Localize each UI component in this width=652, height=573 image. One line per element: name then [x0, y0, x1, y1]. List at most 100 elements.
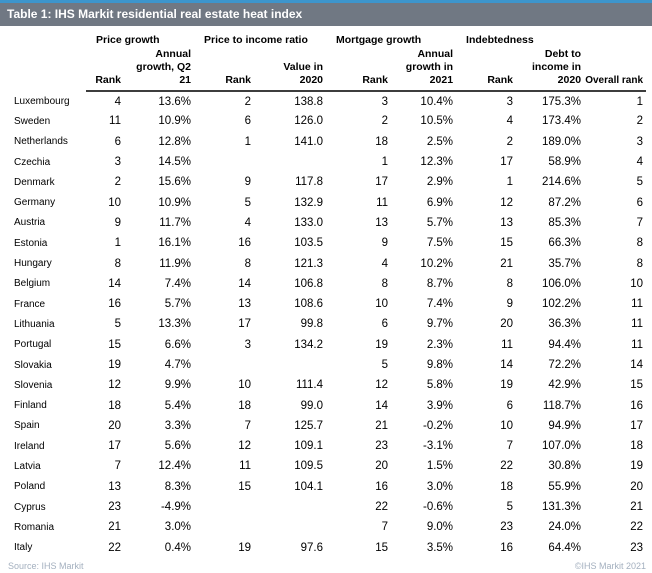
value-cell: 6 — [244, 115, 252, 128]
value-cell: 13 — [375, 216, 389, 229]
value-cell: 23 — [108, 501, 121, 514]
country-label: Italy — [14, 542, 33, 554]
value-cell: 5.8% — [426, 379, 454, 392]
value-cell: 17 — [630, 419, 644, 432]
value-cell: 20 — [500, 318, 514, 331]
value-cell: 10.5% — [420, 115, 454, 128]
country-label: Slovenia — [14, 379, 53, 391]
value-cell: 3.0% — [164, 521, 192, 534]
country-label: Czechia — [14, 156, 51, 168]
value-cell: 7 — [381, 521, 389, 534]
value-cell: 2.9% — [426, 176, 454, 189]
value-cell: 99.8 — [300, 318, 324, 331]
value-cell: 11 — [376, 196, 389, 209]
value-cell: 8 — [244, 257, 252, 270]
value-cell: 1.5% — [426, 460, 454, 473]
value-cell: 4 — [381, 257, 389, 270]
value-cell: 2 — [244, 95, 252, 108]
country-label: Hungary — [14, 258, 52, 270]
table-row: Netherlands 6 12.8% 1 141.0 18 2.5% 2 189.0% 3 — [6, 132, 646, 152]
value-cell: 7 — [244, 419, 252, 432]
value-cell — [254, 497, 326, 517]
table-row: Romania 21 3.0% 7 9.0% 23 24.0% 22 — [6, 517, 646, 537]
value-cell: 102.2% — [542, 298, 582, 311]
value-cell: 6 — [636, 196, 644, 209]
value-cell: 11 — [631, 298, 644, 311]
table-row: Finland 18 5.4% 18 99.0 14 3.9% 6 118.7% 16 — [6, 395, 646, 415]
value-cell — [194, 517, 254, 537]
value-cell: 14 — [500, 359, 514, 371]
value-cell: 14.5% — [158, 156, 192, 169]
table-row: Portugal 15 6.6% 3 134.2 19 2.3% 11 94.4% 11 — [6, 335, 646, 355]
group-header-overall-spacer — [584, 28, 646, 48]
value-cell: 10.9% — [158, 115, 192, 128]
column-header-mg-rank: Rank — [326, 48, 392, 92]
value-cell: 10.2% — [420, 257, 454, 270]
value-cell: 3 — [381, 95, 389, 108]
column-header-pg-growth: Annual growth, Q2 21 — [124, 48, 195, 92]
value-cell: 133.0 — [294, 216, 324, 229]
value-cell: 13 — [108, 480, 121, 493]
value-cell: 72.2% — [548, 359, 582, 371]
country-label: Ireland — [14, 440, 45, 452]
country-label: Portugal — [14, 339, 52, 351]
value-cell: 17 — [375, 176, 389, 189]
value-cell: 23 — [630, 541, 644, 554]
table-row: Slovenia 12 9.9% 10 111.4 12 5.8% 19 42.9% 15 — [6, 375, 646, 395]
value-cell: 103.5 — [294, 237, 324, 250]
value-cell: 36.3% — [548, 318, 582, 331]
table-row: Poland 13 8.3% 15 104.1 16 3.0% 18 55.9% 20 — [6, 477, 646, 497]
value-cell: 19 — [108, 359, 121, 371]
value-cell: 6 — [381, 318, 389, 331]
value-cell: 16 — [500, 541, 514, 554]
value-cell — [194, 497, 254, 517]
value-cell: -4.9% — [160, 501, 192, 514]
value-cell: 19 — [630, 460, 644, 473]
column-header-pg-rank: Rank — [86, 48, 124, 92]
value-cell: 2.5% — [426, 135, 454, 148]
value-cell: 8 — [381, 277, 389, 290]
table-row: Germany 10 10.9% 5 132.9 11 6.9% 12 87.2% 6 — [6, 192, 646, 212]
country-label: Spain — [14, 420, 40, 432]
value-cell: 16 — [630, 399, 644, 412]
value-cell: 7.4% — [426, 298, 454, 311]
value-cell: 6.9% — [426, 196, 454, 209]
country-label: Denmark — [14, 176, 55, 188]
table-row: Czechia 3 14.5% 1 12.3% 17 58.9% 4 — [6, 152, 646, 172]
value-cell: 6 — [114, 135, 121, 148]
table-footer: Source: IHS Markit ©IHS Markit 2021 — [8, 561, 646, 571]
value-cell: 10.9% — [158, 196, 192, 209]
table-row: Sweden 11 10.9% 6 126.0 2 10.5% 4 173.4% 2 — [6, 111, 646, 131]
value-cell: 18 — [630, 440, 644, 453]
value-cell: 7 — [506, 440, 514, 453]
sub-header-row: Rank Annual growth, Q2 21 Rank Value in … — [6, 48, 647, 92]
value-cell: 30.8% — [548, 460, 582, 473]
group-header-row: Price growth Price to income ratio Mortg… — [6, 28, 646, 48]
value-cell: 22 — [630, 521, 644, 534]
value-cell: 5 — [636, 176, 644, 189]
value-cell: 132.9 — [294, 196, 324, 209]
value-cell: 106.0% — [542, 277, 582, 290]
value-cell: 66.3% — [548, 237, 582, 250]
table-row: Slovakia 19 4.7% 5 9.8% 14 72.2% 14 — [6, 355, 646, 375]
value-cell: 14 — [238, 277, 252, 290]
table-row: Latvia 7 12.4% 11 109.5 20 1.5% 22 30.8% 19 — [6, 456, 646, 476]
value-cell: 7.5% — [426, 237, 454, 250]
value-cell: 85.3% — [548, 216, 582, 229]
value-cell: 94.4% — [548, 338, 582, 351]
country-label: Romania — [14, 521, 55, 533]
value-cell: 109.1 — [294, 440, 324, 453]
country-label: Latvia — [14, 460, 41, 472]
table-row: Lithuania 5 13.3% 17 99.8 6 9.7% 20 36.3% 11 — [6, 314, 646, 334]
value-cell: 1 — [381, 156, 389, 169]
value-cell: 14 — [375, 399, 389, 412]
value-cell: 20 — [630, 480, 644, 493]
value-cell: 108.6 — [294, 298, 324, 311]
value-cell: 24.0% — [548, 521, 582, 534]
value-cell: 9 — [506, 298, 514, 311]
value-cell: 1 — [114, 237, 121, 250]
value-cell: 4 — [114, 95, 121, 108]
value-cell: 58.9% — [548, 156, 582, 169]
column-header-pti-value: Value in 2020 — [254, 48, 327, 92]
value-cell: 15.6% — [158, 176, 192, 189]
